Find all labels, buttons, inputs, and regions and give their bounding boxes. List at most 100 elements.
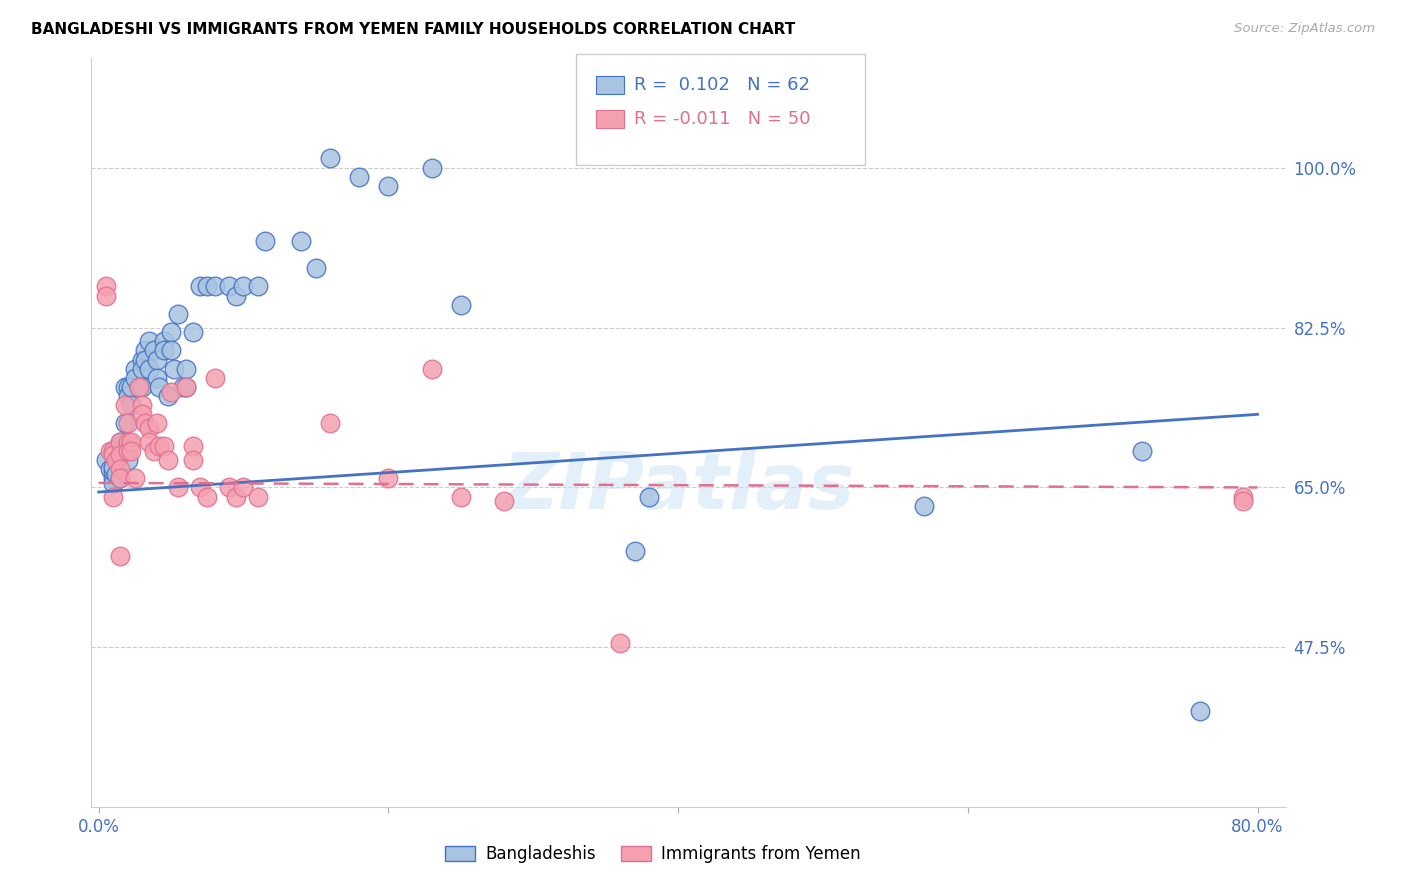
Point [204, 279, 226, 293]
Point [110, 449, 132, 463]
Point [101, 449, 124, 463]
Point [131, 361, 153, 376]
Point [254, 234, 277, 248]
Point [188, 480, 211, 494]
Point [117, 453, 139, 467]
Point [912, 499, 935, 513]
Point [131, 380, 153, 394]
Point [609, 636, 631, 650]
Point [319, 417, 342, 431]
Point [305, 261, 328, 276]
Point [181, 325, 204, 339]
Point [246, 279, 269, 293]
Point [105, 467, 128, 481]
Point [225, 288, 247, 302]
Point [420, 361, 443, 376]
Point [1130, 443, 1153, 458]
Legend: Bangladeshis, Immigrants from Yemen: Bangladeshis, Immigrants from Yemen [439, 838, 868, 870]
Point [157, 453, 180, 467]
Point [377, 471, 399, 485]
Point [131, 408, 153, 422]
Point [1188, 704, 1211, 718]
Point [101, 490, 124, 504]
Point [117, 380, 139, 394]
Point [153, 439, 176, 453]
Point [157, 389, 180, 403]
Point [1232, 494, 1254, 508]
Point [494, 494, 516, 508]
Point [163, 361, 186, 376]
Point [138, 361, 160, 376]
Point [105, 453, 128, 467]
Point [232, 279, 254, 293]
Point [134, 343, 156, 358]
Point [148, 380, 170, 394]
Point [142, 443, 165, 458]
Point [98, 443, 121, 458]
Point [120, 443, 142, 458]
Point [101, 460, 124, 475]
Point [319, 152, 342, 166]
Point [148, 439, 170, 453]
Point [94, 288, 117, 302]
Point [450, 298, 472, 312]
Point [110, 439, 132, 453]
Point [101, 464, 124, 478]
Point [110, 462, 132, 476]
Point [167, 307, 190, 321]
Point [160, 325, 183, 339]
Point [120, 380, 142, 394]
Point [174, 361, 197, 376]
Point [204, 371, 226, 385]
Point [134, 417, 156, 431]
Point [218, 279, 240, 293]
Point [138, 421, 160, 435]
Point [195, 279, 218, 293]
Point [110, 443, 132, 458]
Point [195, 490, 218, 504]
Text: ZIPatlas: ZIPatlas [502, 450, 855, 525]
Point [110, 471, 132, 485]
Text: Source: ZipAtlas.com: Source: ZipAtlas.com [1234, 22, 1375, 36]
Text: BANGLADESHI VS IMMIGRANTS FROM YEMEN FAMILY HOUSEHOLDS CORRELATION CHART: BANGLADESHI VS IMMIGRANTS FROM YEMEN FAM… [31, 22, 796, 37]
Point [160, 384, 183, 399]
Point [131, 398, 153, 412]
Point [117, 417, 139, 431]
Point [98, 462, 121, 476]
Point [94, 453, 117, 467]
Point [145, 352, 167, 367]
Point [101, 471, 124, 485]
Point [225, 490, 247, 504]
Point [1232, 490, 1254, 504]
Point [188, 279, 211, 293]
Point [623, 544, 645, 558]
Point [153, 334, 176, 349]
Point [124, 471, 146, 485]
Point [167, 480, 190, 494]
Point [114, 398, 136, 412]
Point [124, 371, 146, 385]
Point [131, 352, 153, 367]
Point [160, 343, 183, 358]
Point [117, 434, 139, 449]
Point [181, 453, 204, 467]
Point [134, 352, 156, 367]
Point [94, 279, 117, 293]
Point [181, 439, 204, 453]
Point [377, 178, 399, 193]
Point [218, 480, 240, 494]
Point [145, 371, 167, 385]
Point [114, 417, 136, 431]
Point [110, 549, 132, 563]
Point [174, 380, 197, 394]
Text: R = -0.011   N = 50: R = -0.011 N = 50 [634, 110, 811, 128]
Point [450, 490, 472, 504]
Point [110, 434, 132, 449]
Point [153, 343, 176, 358]
Point [110, 434, 132, 449]
Point [142, 343, 165, 358]
Point [638, 490, 661, 504]
Point [172, 380, 194, 394]
Point [138, 434, 160, 449]
Point [420, 161, 443, 175]
